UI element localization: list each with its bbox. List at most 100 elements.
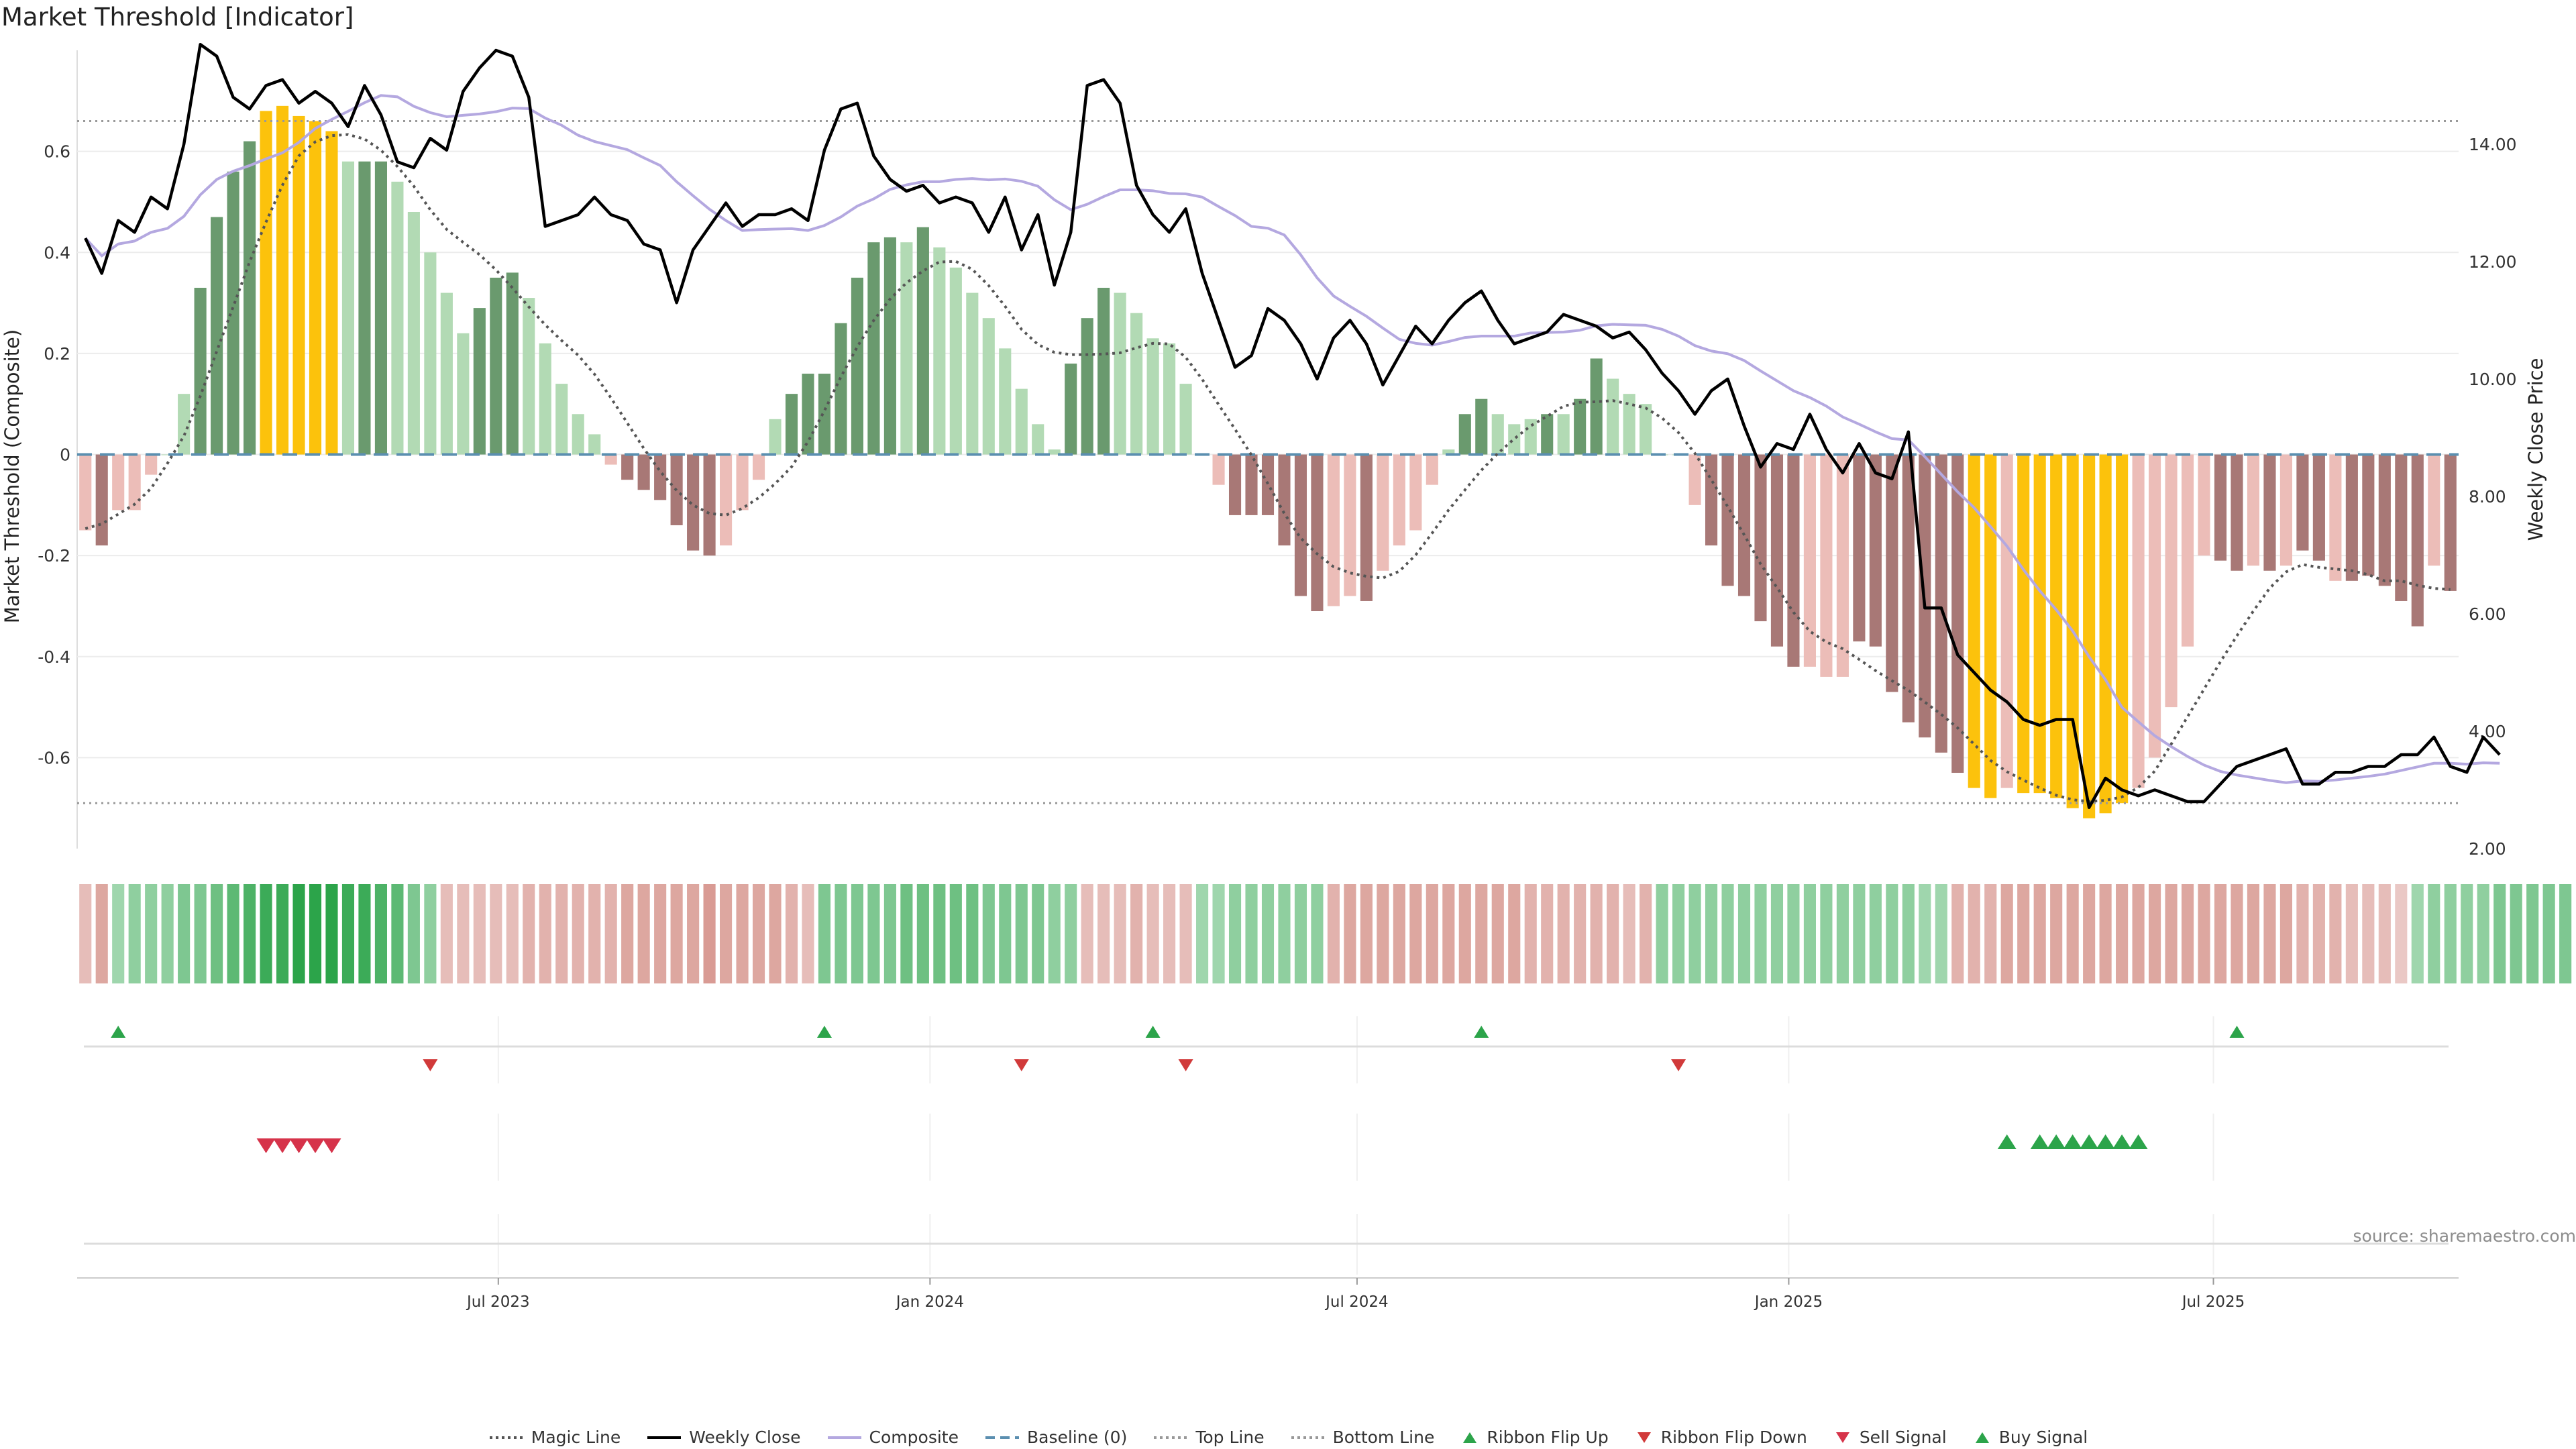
composite-bar	[720, 454, 733, 546]
y-tick-label: -0.4	[38, 647, 70, 667]
composite-bar	[391, 181, 404, 455]
ribbon-cell	[916, 884, 929, 983]
buy-signal-marker	[2063, 1134, 2082, 1149]
legend-item: Composite	[826, 1428, 959, 1447]
composite-bar	[949, 267, 962, 455]
composite-bar	[621, 454, 634, 480]
ribbon-cell	[1146, 884, 1159, 983]
composite-bar	[539, 343, 551, 455]
composite-bar	[407, 212, 420, 455]
composite-bar	[112, 454, 125, 511]
composite-bar	[1590, 358, 1603, 455]
composite-bar	[1065, 363, 1077, 455]
composite-bar	[1541, 414, 1554, 455]
legend-label: Ribbon Flip Down	[1660, 1428, 1807, 1447]
ribbon-cell	[1919, 884, 1931, 983]
ribbon-cell	[1803, 884, 1816, 983]
composite-bar	[1787, 454, 1800, 667]
ribbon-cell	[572, 884, 584, 983]
ribbon-cell	[2362, 884, 2375, 983]
ribbon-cell	[1114, 884, 1126, 983]
ribbon-cell	[2559, 884, 2572, 983]
composite-bar	[1360, 454, 1373, 601]
ribbon-cell	[2444, 884, 2457, 983]
ribbon-cell	[440, 884, 453, 983]
ribbon-cell	[490, 884, 502, 983]
ribbon-cell	[818, 884, 831, 983]
composite-bar	[1607, 378, 1619, 455]
ribbon-cell	[2116, 884, 2129, 983]
ribbon-cell	[736, 884, 749, 983]
legend-label: Weekly Close	[689, 1428, 801, 1447]
ribbon-cell	[1344, 884, 1356, 983]
ribbon-cell	[244, 884, 256, 983]
composite-bar	[2198, 454, 2210, 556]
ribbon-flip-up-marker	[2229, 1026, 2245, 1038]
ribbon-cell	[1574, 884, 1587, 983]
ribbon-cell	[703, 884, 716, 983]
composite-bar	[769, 419, 782, 455]
ribbon-cell	[1935, 884, 1947, 983]
ribbon-cell	[933, 884, 946, 983]
composite-bar	[1886, 454, 1898, 692]
ribbon-cell	[752, 884, 765, 983]
composite-bar	[1688, 454, 1701, 505]
ribbon-cell	[2395, 884, 2408, 983]
composite-bar	[506, 272, 519, 455]
ribbon-cell	[637, 884, 650, 983]
composite-bar	[1426, 454, 1438, 485]
composite-bar	[1327, 454, 1340, 606]
ribbon-cell	[1623, 884, 1635, 983]
ribbon-cell	[2428, 884, 2440, 983]
legend-item: Ribbon Flip Down	[1634, 1428, 1807, 1447]
ribbon-cell	[1787, 884, 1800, 983]
composite-bar	[2247, 454, 2260, 566]
ribbon-cell	[1327, 884, 1340, 983]
buy-signal-marker	[2112, 1134, 2132, 1149]
ribbon-cell	[539, 884, 551, 983]
ribbon-cell	[1442, 884, 1455, 983]
composite-bar	[1081, 318, 1093, 455]
ribbon-cell	[506, 884, 519, 983]
ribbon-cell	[621, 884, 634, 983]
ribbon-cell	[654, 884, 667, 983]
ribbon-cell	[1688, 884, 1701, 983]
legend-label: Ribbon Flip Up	[1487, 1428, 1609, 1447]
composite-bar	[374, 161, 387, 455]
composite-bar	[1245, 454, 1258, 515]
composite-bar	[1114, 292, 1126, 455]
ribbon-cell	[1393, 884, 1405, 983]
legend-label: Baseline (0)	[1026, 1428, 1128, 1447]
legend-label: Sell Signal	[1859, 1428, 1947, 1447]
y-right-tick-label: 2.00	[2469, 839, 2506, 859]
sell-signal-marker	[306, 1138, 325, 1153]
ribbon-cell	[2526, 884, 2539, 983]
legend-label: Composite	[869, 1428, 959, 1447]
composite-bar	[227, 171, 239, 455]
ribbon-cell	[1048, 884, 1061, 983]
composite-bar	[867, 242, 880, 455]
ribbon-cell	[1179, 884, 1192, 983]
ribbon-cell	[194, 884, 207, 983]
chart-legend: Magic Line Weekly Close Composite Baseli…	[0, 1428, 2576, 1447]
composite-bar	[572, 414, 584, 455]
x-tick-label: Jul 2025	[2181, 1293, 2245, 1311]
ribbon-cell	[720, 884, 733, 983]
ribbon-cell	[2066, 884, 2079, 983]
ribbon-cell	[883, 884, 896, 983]
composite-bar	[851, 277, 863, 455]
ribbon-cell	[982, 884, 995, 983]
ribbon-cell	[1984, 884, 1997, 983]
composite-bar	[1951, 454, 1964, 773]
composite-bar	[2116, 454, 2129, 804]
composite-bar	[260, 111, 272, 455]
composite-bar	[637, 454, 650, 490]
ribbon-cell	[2181, 884, 2194, 983]
ribbon-cell	[358, 884, 371, 983]
composite-bar	[1179, 384, 1192, 455]
ribbon-cell	[457, 884, 470, 983]
composite-bar	[79, 454, 92, 531]
y-right-tick-label: 14.00	[2469, 135, 2517, 154]
ribbon-cell	[2214, 884, 2227, 983]
